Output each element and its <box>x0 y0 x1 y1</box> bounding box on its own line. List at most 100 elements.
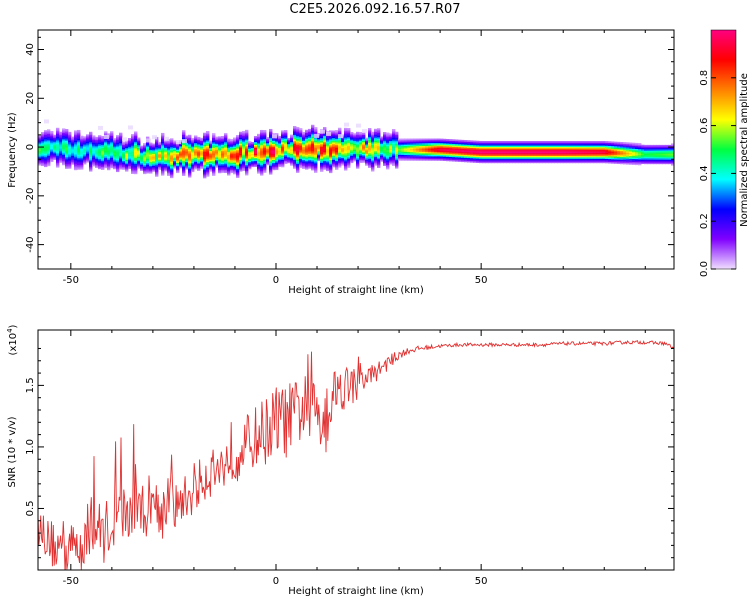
heatmap-cell <box>254 143 258 146</box>
heatmap-cell <box>242 132 246 135</box>
heatmap-cell <box>125 152 129 155</box>
heatmap-cell <box>560 148 564 151</box>
heatmap-cell <box>518 146 522 149</box>
heatmap-cell <box>188 169 192 172</box>
heatmap-cell <box>584 152 588 155</box>
heatmap-cell <box>338 130 342 133</box>
heatmap-cell <box>248 167 252 170</box>
heatmap-cell <box>323 143 327 145</box>
heatmap-cell <box>563 145 567 148</box>
heatmap-cell <box>62 132 66 135</box>
heatmap-cell <box>218 156 222 159</box>
heatmap-cell <box>542 152 546 155</box>
heatmap-cell <box>122 159 126 161</box>
heatmap-cell <box>287 139 291 142</box>
heatmap-cell <box>368 139 372 142</box>
heatmap-cell <box>224 149 228 152</box>
heatmap-cell <box>530 143 534 146</box>
heatmap-cell <box>359 145 363 147</box>
heatmap-cell <box>41 146 45 149</box>
heatmap-cell <box>119 156 123 158</box>
heatmap-cell <box>428 150 432 152</box>
heatmap-cell <box>527 161 531 164</box>
heatmap-cell <box>623 158 627 160</box>
heatmap-cell <box>278 157 282 160</box>
heatmap-cell <box>272 159 276 162</box>
heatmap-cell <box>200 158 204 161</box>
heatmap-cell <box>134 165 138 167</box>
heatmap-cell <box>257 138 261 140</box>
heatmap-cell <box>584 146 588 149</box>
heatmap-cell <box>455 160 459 162</box>
heatmap-cell <box>239 149 243 152</box>
heatmap-cell <box>98 163 102 165</box>
heatmap-cell <box>254 157 258 160</box>
heatmap-cell <box>317 144 321 147</box>
heatmap-cell <box>335 160 339 163</box>
heatmap-cell <box>443 154 447 157</box>
heatmap-cell <box>671 152 674 154</box>
heatmap-cell <box>149 167 153 170</box>
heatmap-cell <box>44 149 48 151</box>
heatmap-cell <box>314 169 318 172</box>
heatmap-cell <box>308 156 312 159</box>
heatmap-cell <box>140 160 144 163</box>
heatmap-cell <box>89 168 93 171</box>
heatmap-cell <box>335 157 339 160</box>
heatmap-cell <box>56 149 60 152</box>
heatmap-cell <box>644 158 648 160</box>
heatmap-cell <box>386 154 390 157</box>
heatmap-cell <box>194 164 198 167</box>
heatmap-cell <box>236 155 240 158</box>
heatmap-cell <box>539 146 543 149</box>
heatmap-cell <box>410 142 414 145</box>
heatmap-cell <box>80 144 84 147</box>
heatmap-cell <box>110 138 114 141</box>
heatmap-cell <box>272 165 276 168</box>
heatmap-cell <box>518 143 522 146</box>
heatmap-cell <box>215 157 219 159</box>
heatmap-cell <box>377 142 381 145</box>
heatmap-cell <box>611 159 615 161</box>
heatmap-cell <box>314 166 318 169</box>
heatmap-cell <box>227 172 231 175</box>
heatmap-cell <box>611 151 615 154</box>
spectrogram-ylabel: Frequency (Hz) <box>7 112 18 188</box>
heatmap-cell <box>125 149 129 152</box>
heatmap-cell <box>629 145 633 148</box>
heatmap-cell <box>563 158 567 161</box>
heatmap-cell <box>194 153 198 155</box>
heatmap-cell <box>644 153 648 156</box>
heatmap-cell <box>278 138 282 141</box>
heatmap-cell <box>347 161 351 164</box>
heatmap-cell <box>542 154 546 156</box>
heatmap-cell <box>545 149 549 152</box>
heatmap-cell <box>38 143 42 146</box>
heatmap-cell <box>386 166 390 168</box>
heatmap-cell <box>113 160 117 162</box>
heatmap-cell <box>542 155 546 158</box>
heatmap-cell <box>311 139 315 142</box>
heatmap-cell <box>386 148 390 151</box>
heatmap-cell <box>329 147 333 150</box>
heatmap-cell <box>116 139 120 142</box>
heatmap-cell <box>116 163 120 165</box>
heatmap-cell <box>239 155 243 157</box>
heatmap-cell <box>71 160 75 162</box>
heatmap-cell <box>269 145 273 147</box>
heatmap-cell <box>647 144 651 147</box>
heatmap-cell <box>293 140 297 143</box>
heatmap-cell <box>626 143 630 146</box>
heatmap-cell <box>242 164 246 167</box>
heatmap-cell <box>539 161 543 164</box>
heatmap-cell <box>41 145 45 148</box>
heatmap-cell <box>386 158 390 161</box>
heatmap-cell <box>122 162 126 164</box>
heatmap-cell <box>221 149 225 151</box>
heatmap-cell <box>323 150 327 153</box>
heatmap-cell <box>110 135 114 138</box>
heatmap-cell <box>161 162 165 164</box>
heatmap-cell <box>449 143 453 146</box>
heatmap-cell <box>65 161 69 163</box>
heatmap-cell <box>293 126 297 128</box>
